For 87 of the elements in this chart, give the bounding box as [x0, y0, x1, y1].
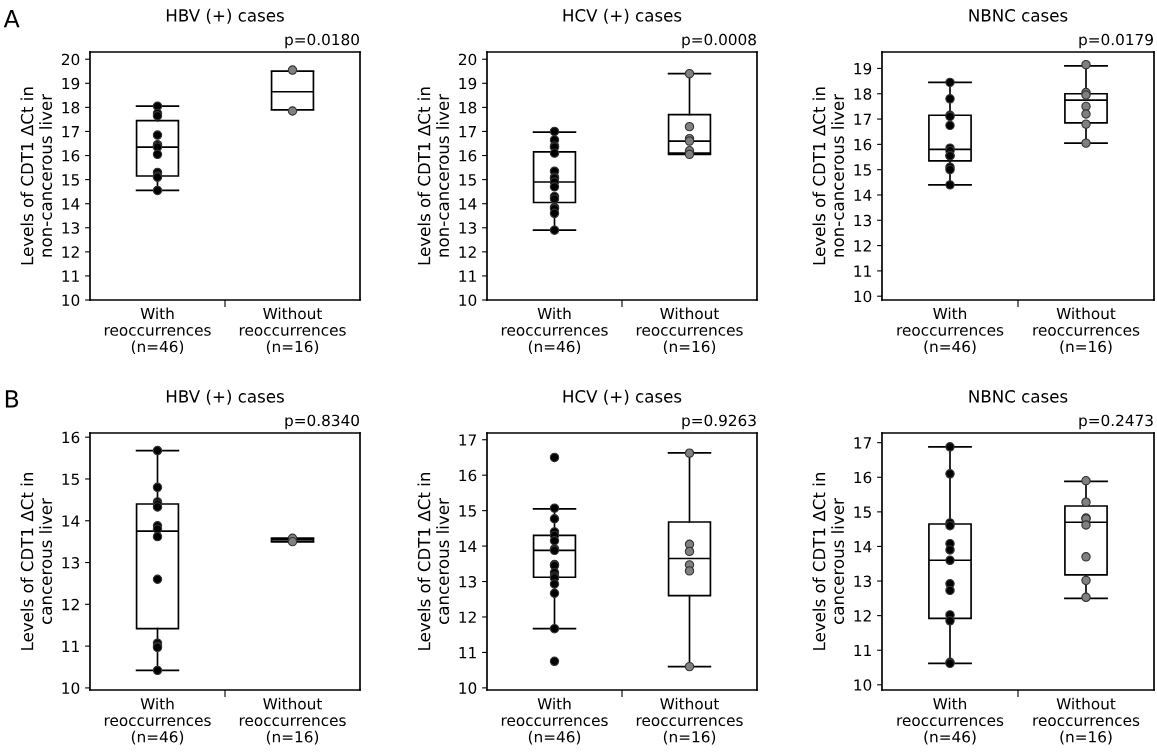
text: p=0.0179: [1079, 33, 1153, 49]
y-tick-label: 17: [459, 434, 476, 446]
y-tick-label: 13: [62, 222, 80, 234]
y-tick-label: 18: [459, 101, 477, 114]
y-tick-label: 12: [459, 611, 476, 623]
y-tick-label: 13: [854, 575, 872, 588]
y-axis-title: Levels of CDT1 ΔCt in non-cancerous liver: [20, 87, 53, 265]
y-tick-label: 20: [61, 53, 80, 66]
y-tick-label: 10: [854, 679, 872, 691]
y-tick-label: 16: [854, 471, 872, 484]
y-tick-label: 14: [459, 540, 477, 552]
y-tick-label: 14: [854, 541, 872, 553]
y-tick-label: 17: [854, 437, 871, 449]
y-tick-label: 20: [458, 53, 477, 66]
text: B: [5, 390, 19, 408]
y-tick-label: 10: [459, 682, 477, 694]
y-tick-label: 19: [459, 77, 477, 90]
x-tick-label: With reoccurrences (n=46): [501, 697, 608, 745]
y-tick-label: 19: [62, 77, 80, 90]
y-tick-label: 10: [62, 682, 80, 694]
x-tick-label: With reoccurrences (n=46): [897, 697, 1004, 745]
chart-title: NBNC cases: [969, 9, 1068, 22]
y-tick-label: 11: [854, 265, 871, 277]
chart-title: NBNC cases: [969, 390, 1068, 403]
y-tick-label: 18: [62, 101, 80, 114]
y-tick-label: 11: [62, 640, 79, 652]
chart-title: HCV (+) cases: [563, 389, 682, 405]
y-tick-label: 13: [459, 575, 477, 588]
y-tick-label: 17: [854, 113, 871, 125]
text: p=0.0180: [285, 33, 359, 49]
y-tick-label: 17: [62, 126, 79, 138]
y-tick-label: 16: [459, 469, 477, 482]
x-tick-label: With reoccurrences (n=46): [104, 697, 211, 745]
x-tick-label: With reoccurrences (n=46): [897, 307, 1004, 355]
y-tick-label: 15: [854, 506, 871, 518]
y-tick-label: 15: [459, 505, 476, 517]
y-axis-title: Levels of CDT1 ΔCt in non-cancerous liver: [417, 87, 450, 265]
y-tick-label: 16: [62, 150, 80, 162]
chart-title: HBV (+) cases: [166, 8, 284, 24]
y-axis-title: Levels of CDT1 ΔCt in cancerous liver: [417, 472, 450, 650]
y-tick-label: 19: [854, 62, 872, 75]
y-tick-label: 12: [62, 246, 79, 258]
y-tick-label: 15: [62, 473, 79, 485]
y-tick-label: 14: [854, 189, 872, 201]
y-tick-label: 11: [854, 644, 871, 657]
y-tick-label: 16: [459, 150, 477, 162]
y-tick-label: 17: [459, 126, 476, 138]
text: p=0.2473: [1079, 414, 1153, 430]
x-tick-label: Without reoccurrences (n=16): [1033, 697, 1140, 745]
text: A: [3, 10, 20, 28]
text: p=0.8340: [285, 414, 359, 430]
x-tick-label: Without reoccurrences (n=16): [636, 697, 743, 745]
x-tick-label: Without reoccurrences (n=16): [636, 307, 743, 355]
y-tick-label: 13: [62, 557, 80, 569]
y-tick-label: 11: [459, 647, 476, 659]
y-tick-label: 13: [854, 214, 872, 227]
y-tick-label: 14: [62, 515, 80, 527]
y-tick-label: 12: [854, 610, 871, 622]
y-tick-label: 16: [62, 431, 80, 444]
y-tick-label: 10: [459, 294, 477, 307]
x-tick-label: With reoccurrences (n=46): [104, 307, 211, 355]
y-tick-label: 15: [854, 164, 871, 176]
chart-title: HBV (+) cases: [166, 389, 284, 405]
y-tick-label: 14: [459, 198, 477, 210]
y-tick-label: 11: [62, 270, 79, 282]
y-tick-label: 11: [459, 270, 476, 282]
y-tick-label: 12: [62, 598, 79, 611]
chart-title: HCV (+) cases: [563, 8, 682, 24]
y-tick-label: 18: [854, 88, 872, 100]
x-tick-label: Without reoccurrences (n=16): [1033, 307, 1140, 355]
text: p=0.9263: [682, 414, 756, 430]
y-tick-label: 10: [62, 294, 80, 307]
text: p=0.0008: [682, 33, 756, 49]
x-tick-label: Without reoccurrences (n=16): [239, 307, 346, 355]
y-tick-label: 15: [459, 174, 476, 186]
y-tick-label: 12: [854, 240, 871, 252]
y-tick-label: 14: [62, 198, 80, 210]
y-axis-title: Levels of CDT1 ΔCt in non-cancerous liver: [812, 87, 845, 265]
y-axis-title: Levels of CDT1 ΔCt in cancerous liver: [812, 472, 845, 650]
y-tick-label: 12: [459, 246, 476, 258]
x-tick-label: With reoccurrences (n=46): [501, 307, 608, 355]
y-tick-label: 10: [854, 290, 872, 303]
y-tick-label: 13: [459, 222, 477, 234]
x-tick-label: Without reoccurrences (n=16): [239, 697, 346, 745]
y-tick-label: 15: [62, 174, 79, 186]
y-tick-label: 16: [854, 138, 872, 151]
y-axis-title: Levels of CDT1 ΔCt in cancerous liver: [20, 472, 53, 650]
